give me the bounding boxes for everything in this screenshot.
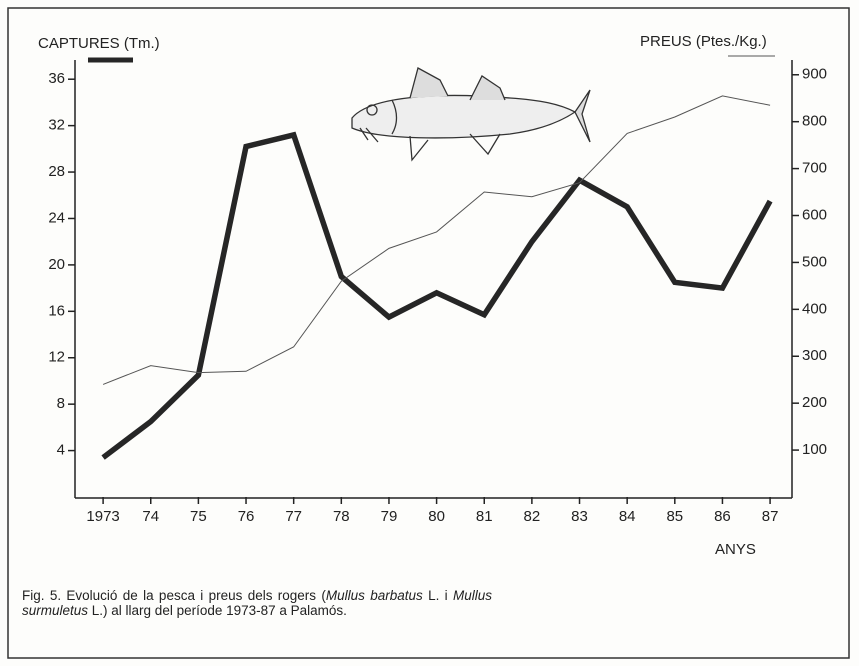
- x-tick-label: 87: [762, 508, 779, 525]
- caption: Fig. 5. Evolució de la pesca i preus del…: [22, 588, 492, 618]
- x-tick-label: 76: [238, 508, 255, 525]
- y2-tick-label: 900: [802, 66, 827, 83]
- x-tick-label: 78: [333, 508, 350, 525]
- x-tick-label: 86: [714, 508, 731, 525]
- x-axis-title: ANYS: [715, 541, 756, 558]
- y-tick-label: 24: [48, 209, 65, 226]
- x-tick-label: 80: [428, 508, 445, 525]
- y-tick-label: 16: [48, 302, 65, 319]
- y-tick-label: 32: [48, 117, 65, 134]
- y2-tick-label: 200: [802, 394, 827, 411]
- y2-tick-label: 100: [802, 441, 827, 458]
- y2-tick-label: 400: [802, 300, 827, 317]
- caption-text: L.) al llarg del període 1973-87 a Palam…: [88, 603, 347, 618]
- y2-tick-label: 500: [802, 253, 827, 270]
- fish-illustration: [351, 67, 591, 162]
- frame: [7, 7, 850, 659]
- x-tick-label: 81: [476, 508, 493, 525]
- caption-italic: Mullus surmuletus: [22, 588, 492, 618]
- caption-text: L. i: [422, 588, 453, 603]
- x-tick-label: 84: [619, 508, 636, 525]
- x-tick-label: 1973: [86, 508, 119, 525]
- y2-tick-label: 800: [802, 113, 827, 130]
- y-tick-label: 8: [57, 395, 65, 412]
- x-tick-label: 75: [190, 508, 207, 525]
- caption-text: Fig. 5. Evolució de la pesca i preus del…: [22, 588, 326, 603]
- y-tick-label: 20: [48, 256, 65, 273]
- caption-italic: Mullus barbatus: [325, 588, 423, 603]
- y-tick-label: 12: [48, 349, 65, 366]
- series-line: [102, 95, 771, 385]
- y-tick-label: 28: [48, 163, 65, 180]
- y2-tick-label: 600: [802, 206, 827, 223]
- y2-tick-label: 700: [802, 160, 827, 177]
- series-line: [101, 131, 773, 460]
- x-tick-label: 83: [571, 508, 588, 525]
- x-tick-label: 85: [666, 508, 683, 525]
- x-tick-label: 74: [142, 508, 159, 525]
- x-tick-label: 82: [524, 508, 541, 525]
- y2-tick-label: 300: [802, 347, 827, 364]
- y-axis-title: CAPTURES (Tm.): [38, 35, 160, 52]
- x-tick-label: 79: [381, 508, 398, 525]
- y-tick-label: 36: [48, 70, 65, 87]
- y-tick-label: 4: [57, 442, 65, 459]
- x-tick-label: 77: [285, 508, 302, 525]
- y2-axis-title: PREUS (Ptes./Kg.): [640, 33, 767, 50]
